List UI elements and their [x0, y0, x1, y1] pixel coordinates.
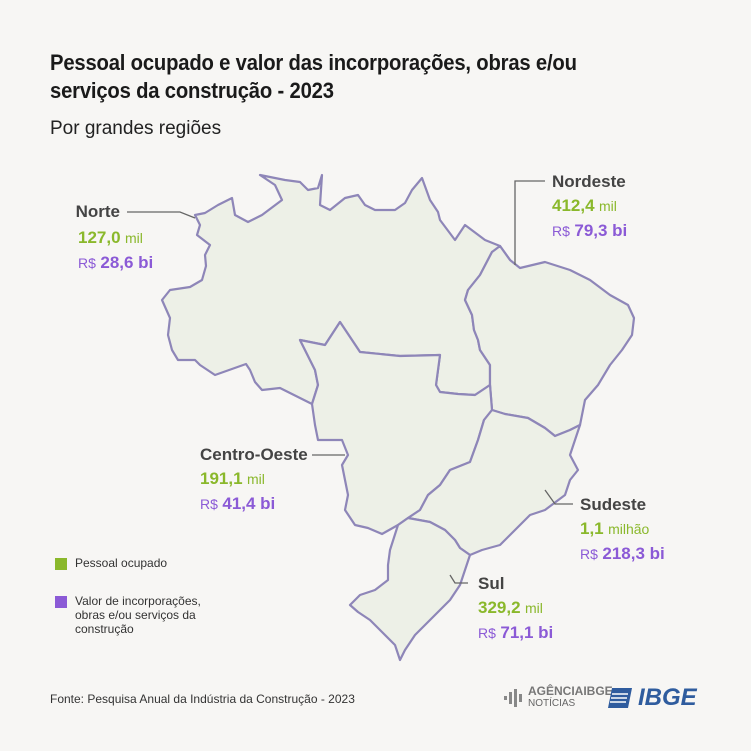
valor-value: 218,3 bi: [602, 544, 665, 563]
valor-value: 28,6 bi: [100, 253, 154, 272]
label-nordeste: Nordeste 412,4 mil R$ 79,3 bi: [552, 170, 627, 244]
agencia-ibge-logo: AGÊNCIAIBGE NOTÍCIAS: [502, 684, 613, 709]
leader-sul: [449, 574, 468, 584]
pessoal-value: 191,1: [200, 469, 243, 488]
pessoal-value: 1,1: [580, 519, 604, 538]
legend-pessoal: Pessoal ocupado: [55, 556, 167, 570]
valor-value: 79,3 bi: [574, 221, 628, 240]
region-sul[interactable]: [348, 516, 472, 662]
legend-swatch-green: [55, 558, 67, 570]
valor-value: 71,1 bi: [500, 623, 554, 642]
agencia-ibge-word: IBGE: [583, 684, 613, 698]
agencia-logo-icon: [504, 688, 522, 707]
legend-label: Pessoal ocupado: [75, 556, 168, 570]
pessoal-value: 127,0: [78, 228, 121, 247]
pessoal-unit: mil: [599, 198, 617, 214]
currency: R$: [200, 496, 218, 512]
pessoal-unit: mil: [247, 471, 265, 487]
leader-nordeste: [514, 180, 545, 265]
leader-sudeste: [544, 489, 573, 505]
pessoal-unit: mil: [525, 600, 543, 616]
leader-norte: [127, 211, 196, 219]
page-subtitle: Por grandes regiões: [50, 118, 222, 139]
region-sudeste[interactable]: [406, 408, 582, 557]
region-name: Centro-Oeste: [200, 445, 308, 464]
agencia-word: AGÊNCIA: [528, 684, 584, 698]
pessoal-value: 412,4: [552, 196, 595, 215]
pessoal-unit: milhão: [608, 521, 650, 537]
region-name: Nordeste: [552, 172, 626, 191]
currency: R$: [552, 223, 570, 239]
pessoal-value: 329,2: [478, 598, 521, 617]
legend-swatch-purple: [55, 596, 67, 608]
legend-valor: Valor de incorporações, obras e/ou servi…: [55, 594, 215, 636]
legend-label: Valor de incorporações, obras e/ou servi…: [75, 594, 201, 636]
valor-value: 41,4 bi: [222, 494, 276, 513]
currency: R$: [580, 546, 598, 562]
label-sul: Sul 329,2 mil R$ 71,1 bi: [478, 572, 553, 646]
currency: R$: [478, 625, 496, 641]
label-norte: Norte: [60, 200, 120, 224]
region-name: Sul: [478, 574, 505, 593]
values-norte: 127,0 mil R$ 28,6 bi: [78, 226, 153, 276]
ibge-logo-icon: [608, 688, 632, 708]
ibge-logo: IBGE: [606, 684, 697, 712]
page-title: Pessoal ocupado e valor das incorporaçõe…: [50, 50, 577, 103]
currency: R$: [78, 255, 96, 271]
ibge-wordmark: IBGE: [638, 684, 697, 711]
region-name: Sudeste: [580, 495, 647, 514]
label-sudeste: Sudeste 1,1 milhão R$ 218,3 bi: [580, 493, 665, 567]
label-centro-oeste: Centro-Oeste 191,1 mil R$ 41,4 bi: [200, 443, 308, 517]
region-name: Norte: [75, 202, 120, 221]
source-note: Fonte: Pesquisa Anual da Indústria da Co…: [50, 692, 355, 706]
pessoal-unit: mil: [125, 230, 143, 246]
noticias-word: NOTÍCIAS: [528, 698, 576, 709]
